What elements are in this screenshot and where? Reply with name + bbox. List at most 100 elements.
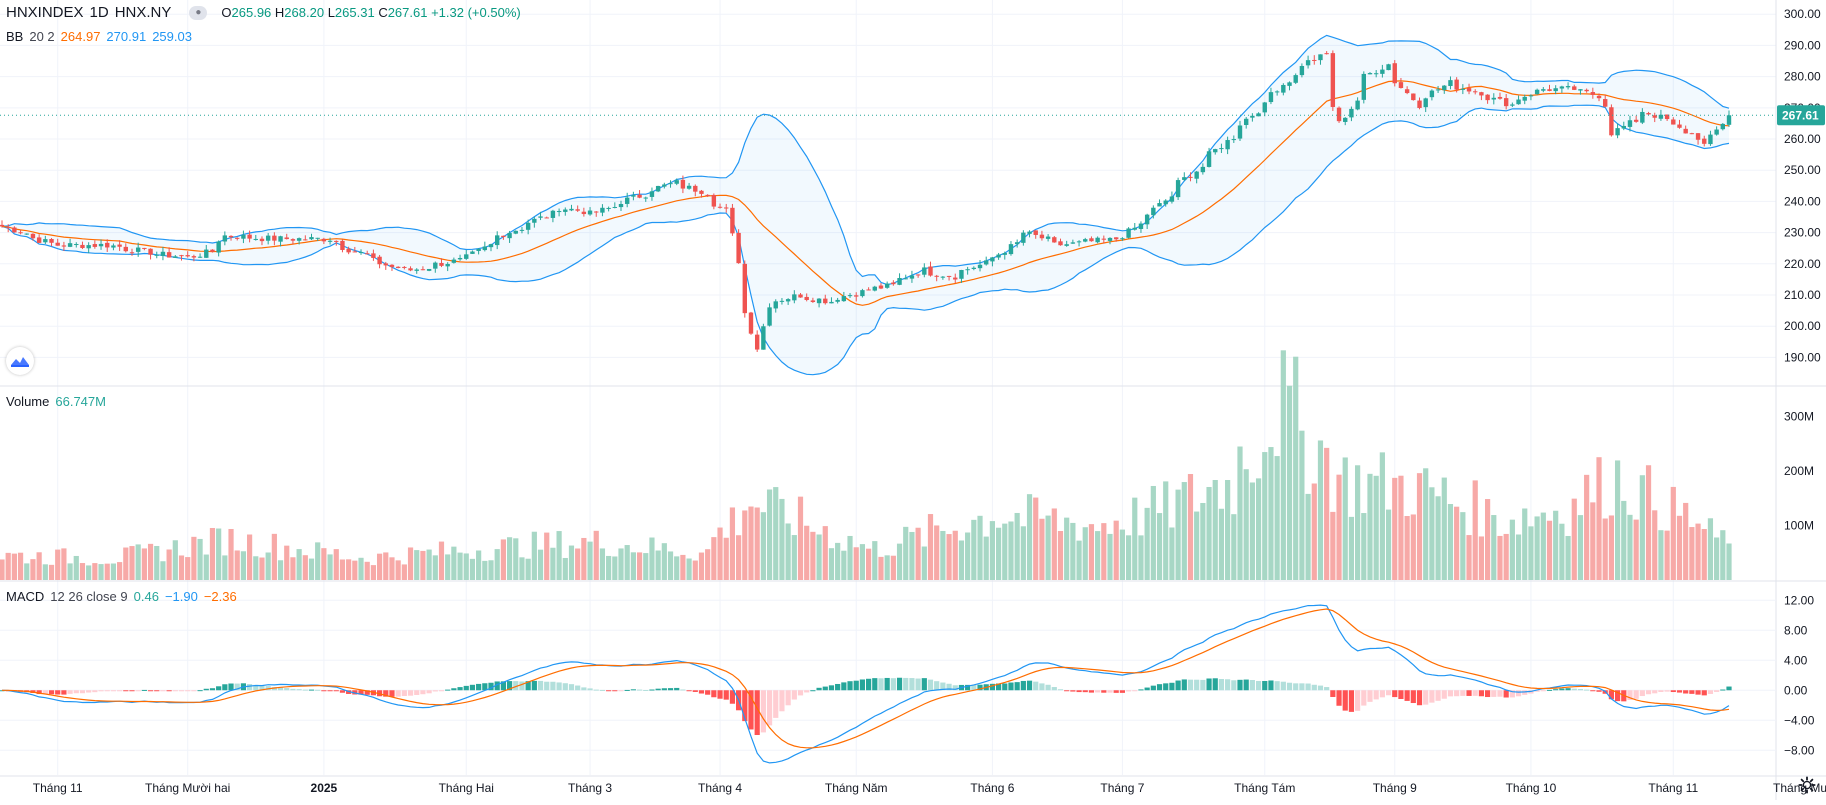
candle-body <box>767 307 772 326</box>
volume-bar <box>562 557 568 580</box>
macd-histogram-bar <box>1689 690 1695 694</box>
candle-body <box>1014 242 1020 245</box>
candle-body <box>594 211 599 213</box>
volume-bar <box>1305 493 1311 580</box>
candle-body <box>854 295 859 297</box>
candle-body <box>1045 236 1051 239</box>
macd-histogram-bar <box>1707 690 1714 694</box>
symbol-name[interactable]: HNXINDEX <box>6 4 84 21</box>
candle-body <box>55 242 60 246</box>
volume-bar <box>1385 509 1392 580</box>
volume-bar <box>711 537 717 580</box>
tradingview-logo-icon[interactable] <box>6 347 34 375</box>
candle-body <box>1448 80 1453 87</box>
volume-bar <box>135 544 141 580</box>
volume-bar <box>1076 540 1082 580</box>
macd-histogram-bar <box>1324 687 1330 691</box>
macd-histogram-bar <box>1423 690 1429 705</box>
candle-body <box>67 243 73 247</box>
candle-body <box>1417 100 1422 108</box>
time-tick-label: Tháng 10 <box>1506 781 1557 795</box>
volume-bar <box>952 530 958 580</box>
volume-bar <box>1392 477 1398 580</box>
volume-bar <box>977 515 983 580</box>
macd-name: MACD <box>6 589 45 604</box>
candle-body <box>1373 73 1379 75</box>
volume-bar <box>333 549 339 580</box>
candle-body <box>1584 89 1589 92</box>
volume-bar <box>537 549 544 580</box>
macd-histogram-bar <box>1082 690 1088 693</box>
volume-bar <box>1652 510 1658 580</box>
volume-bar <box>835 542 841 580</box>
macd-legend[interactable]: MACD 12 26 close 9 0.46 −1.90 −2.36 <box>6 589 237 604</box>
candle-body <box>1528 95 1534 97</box>
macd-histogram-bar <box>1497 690 1503 697</box>
macd-histogram-bar <box>110 690 117 692</box>
volume-bar <box>1447 504 1454 580</box>
volume-bar <box>1218 508 1225 580</box>
macd-histogram-bar <box>686 690 692 692</box>
volume-bar <box>1336 474 1342 580</box>
macd-histogram-bar <box>1701 690 1707 696</box>
macd-histogram-bar <box>903 677 909 691</box>
candle-body <box>1553 88 1558 92</box>
volume-bar <box>1460 512 1466 580</box>
macd-histogram-bar <box>1107 690 1113 693</box>
candle-body <box>1485 94 1490 101</box>
candle-body <box>1621 125 1626 129</box>
candle-body <box>823 298 828 304</box>
candle-body <box>624 197 630 204</box>
macd-histogram-bar <box>519 681 525 691</box>
volume-tick-label: 200M <box>1784 464 1814 478</box>
candle-body <box>1460 88 1466 90</box>
candle-body <box>1355 100 1360 110</box>
last-price-label: 267.61 <box>1782 108 1819 122</box>
macd-histogram-bar <box>185 690 191 692</box>
volume-bar <box>296 549 302 580</box>
macd-histogram-bar <box>717 690 723 699</box>
candle-body <box>92 244 98 247</box>
macd-histogram-bar <box>1255 680 1262 691</box>
volume-bar <box>1676 515 1683 580</box>
macd-histogram-bar <box>1293 683 1299 691</box>
eye-icon[interactable]: ● <box>189 5 208 20</box>
candle-body <box>1398 82 1404 89</box>
volume-bar <box>612 556 618 580</box>
macd-histogram-bar <box>785 690 791 706</box>
volume-bar <box>1404 515 1410 580</box>
volume-legend[interactable]: Volume 66.747M <box>6 394 106 409</box>
candle-body <box>544 217 549 219</box>
candle-body <box>915 274 921 276</box>
candle-body <box>662 184 667 187</box>
volume-bar <box>1614 460 1621 580</box>
candle-body <box>705 194 710 196</box>
macd-histogram-bar <box>1311 684 1317 691</box>
volume-bar <box>1701 529 1707 580</box>
price-tick-label: 190.00 <box>1784 350 1821 364</box>
price-tick-label: 200.00 <box>1784 319 1821 333</box>
volume-bar <box>1206 486 1212 580</box>
bb-legend[interactable]: BB 20 2 264.97 270.91 259.03 <box>6 29 192 44</box>
macd-histogram-bar <box>1342 690 1348 711</box>
candle-body <box>1299 65 1305 76</box>
volume-bar <box>1330 511 1336 580</box>
volume-bar <box>1082 527 1088 580</box>
volume-bar <box>376 553 383 580</box>
gear-icon[interactable] <box>1798 776 1816 794</box>
volume-bar <box>500 539 506 580</box>
high-label: H <box>274 5 285 20</box>
candle-body <box>1237 125 1243 139</box>
candle-body <box>0 224 5 227</box>
macd-histogram-bar <box>506 681 513 691</box>
macd-histogram-bar <box>284 688 290 691</box>
candle-body <box>1541 89 1546 91</box>
volume-bar <box>209 527 216 580</box>
candle-body <box>278 236 283 242</box>
exchange-label: HNX.NY <box>114 4 172 21</box>
interval-label[interactable]: 1D <box>89 4 109 21</box>
macd-histogram-bar <box>1039 683 1045 691</box>
